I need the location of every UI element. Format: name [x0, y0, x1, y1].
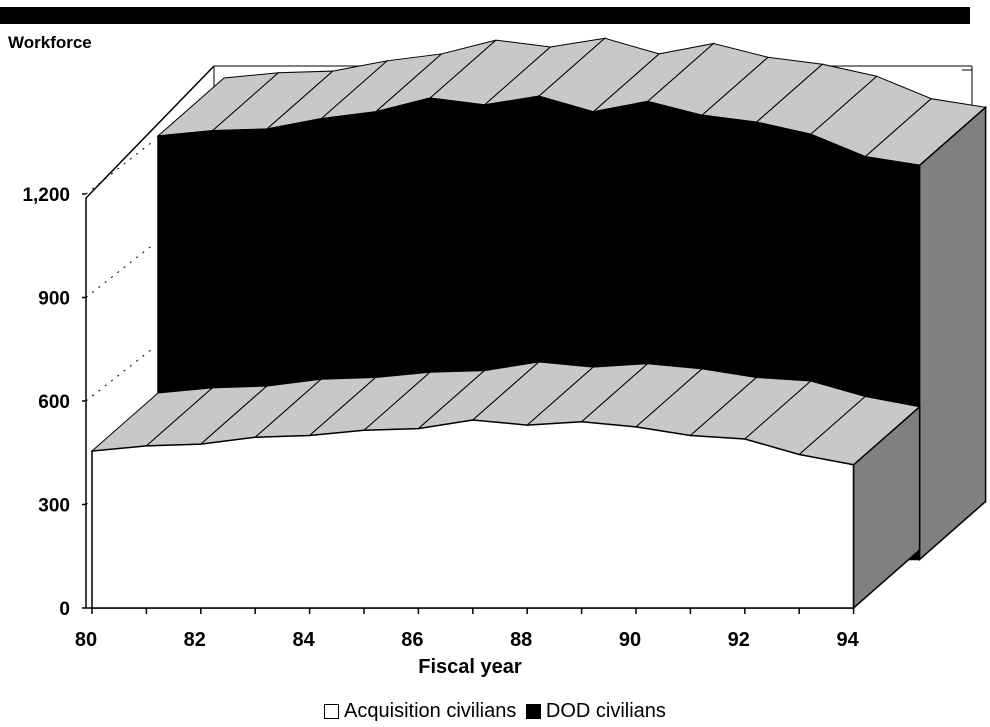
- y-tick-label: 900: [38, 289, 70, 310]
- series-acquisition-civilians: [90, 361, 921, 610]
- x-tick-label: 90: [619, 629, 641, 651]
- legend-swatch-dod: [525, 703, 541, 719]
- x-tick-label: 88: [510, 629, 532, 651]
- gridline: [85, 141, 153, 195]
- gridline: [85, 348, 153, 402]
- legend-label-acquisition: Acquisition civilians: [344, 700, 517, 722]
- ribbon-side-face: [852, 405, 921, 610]
- x-axis-title: Fiscal year: [418, 656, 522, 678]
- x-tick-label: 84: [292, 629, 315, 651]
- legend-item-dod: DOD civilians: [525, 700, 666, 722]
- y-tick-label: 300: [38, 496, 70, 517]
- ribbon-front-face: [91, 419, 855, 609]
- series-layer: [90, 37, 987, 610]
- legend-swatch-acquisition: [324, 703, 340, 719]
- legend-label-dod: DOD civilians: [545, 700, 666, 722]
- axis-layer: 80 82 84 86 88 90 92 94 0 300 600 900 1,200: [22, 185, 859, 651]
- ribbon-side-face: [918, 105, 987, 562]
- x-tick-label: 86: [401, 629, 423, 651]
- y-tick-label: 1,200: [22, 185, 70, 206]
- x-tick-label: 82: [184, 629, 206, 651]
- y-tick-label: 0: [59, 599, 70, 620]
- x-tick-label: 92: [728, 629, 750, 651]
- legend: Acquisition civilians DOD civilians: [0, 700, 990, 724]
- workforce-chart: 80 82 84 86 88 90 92 94 0 300 600 900 1,200 Workforc…: [8, 33, 987, 678]
- header-rule: [0, 7, 970, 24]
- x-tick-label: 80: [75, 629, 97, 651]
- frame-edge-top-left: [85, 65, 215, 199]
- y-tick-label: 600: [38, 392, 70, 413]
- x-tick-label: 94: [836, 629, 859, 651]
- gridline: [85, 245, 153, 298]
- y-axis-title: Workforce: [8, 33, 92, 52]
- legend-item-acquisition: Acquisition civilians: [324, 700, 516, 722]
